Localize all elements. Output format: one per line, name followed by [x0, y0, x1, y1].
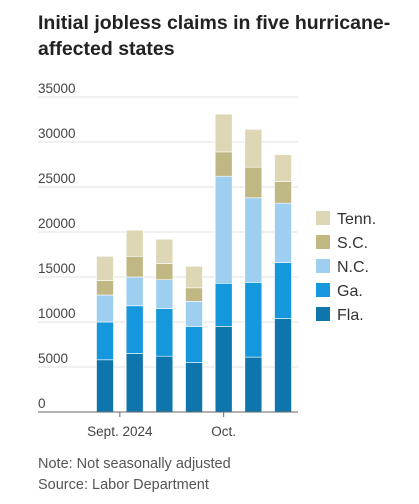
bar-segment — [96, 255, 114, 281]
bar-segment — [96, 359, 114, 413]
bar-segment — [244, 166, 263, 199]
bars — [96, 113, 292, 413]
y-tick-label: 20000 — [38, 216, 76, 231]
bar-segment — [125, 255, 144, 278]
bar-segment — [244, 197, 263, 283]
chart-source: Source: Labor Department — [38, 477, 209, 493]
legend-label: Fla. — [337, 307, 364, 324]
y-tick-label: 0 — [38, 396, 46, 411]
bar-segment — [185, 362, 203, 413]
bar-segment — [155, 308, 174, 357]
bar-segment — [96, 294, 114, 323]
bar-segment — [214, 326, 233, 413]
bar-segment — [214, 282, 233, 327]
bar-segment — [214, 175, 233, 284]
y-tick-label: 25000 — [38, 171, 76, 186]
legend-label: Ga. — [337, 283, 363, 300]
x-tick-label: Sept. 2024 — [87, 424, 153, 439]
stacked-bar-chart: 0 5000 10000 15000 20000 25000 30000 35000 Sept… — [38, 81, 376, 439]
legend-swatch — [316, 259, 330, 273]
bar-segment — [96, 321, 114, 361]
x-tick-label: Oct. — [211, 424, 236, 439]
y-tick-label: 35000 — [38, 81, 76, 96]
bar-segment — [96, 280, 114, 296]
legend-label: N.C. — [337, 259, 369, 276]
legend-swatch — [316, 283, 330, 297]
bar-segment — [185, 326, 203, 363]
bar-segment — [274, 202, 292, 263]
bar-segment — [125, 229, 144, 257]
y-tick-label: 30000 — [38, 126, 76, 141]
legend-swatch — [316, 211, 330, 225]
bar-segment — [125, 305, 144, 354]
y-tick-label: 10000 — [38, 306, 76, 321]
legend-label: S.C. — [337, 235, 368, 252]
y-tick-label: 5000 — [38, 351, 68, 366]
bar-segment — [244, 356, 263, 413]
bar-segment — [155, 355, 174, 413]
bar-segment — [274, 318, 292, 413]
bar-segment — [185, 265, 203, 289]
y-tick-label: 15000 — [38, 261, 76, 276]
bar-segment — [274, 262, 292, 319]
chart-note: Note: Not seasonally adjusted — [38, 456, 231, 472]
bar-segment — [155, 279, 174, 309]
bar-segment — [214, 151, 233, 177]
bar-segment — [185, 300, 203, 327]
legend: Tenn. S.C. N.C. Ga. Fla. — [316, 211, 376, 324]
x-axis-ticks: Sept. 2024 Oct. — [87, 412, 236, 439]
bar-segment — [155, 263, 174, 281]
bar-segment — [274, 154, 292, 182]
bar-segment — [244, 282, 263, 358]
legend-swatch — [316, 307, 330, 321]
bar-segment — [125, 276, 144, 307]
y-axis-tick-labels: 0 5000 10000 15000 20000 25000 30000 35000 — [38, 81, 76, 411]
legend-label: Tenn. — [337, 211, 376, 228]
legend-swatch — [316, 235, 330, 249]
bar-segment — [244, 129, 263, 168]
chart-title: Initial jobless claims in five hurricane… — [38, 12, 391, 60]
bar-segment — [185, 287, 203, 302]
bar-segment — [155, 238, 174, 264]
bar-segment — [274, 181, 292, 204]
bar-segment — [125, 353, 144, 413]
bar-segment — [214, 113, 233, 153]
